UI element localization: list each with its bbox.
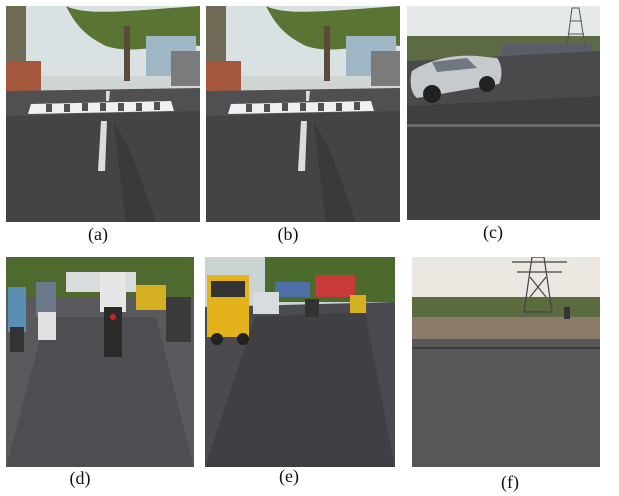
caption-d: (d) <box>69 468 91 488</box>
caption-c: (c) <box>483 222 503 242</box>
panel-f-photo <box>412 257 600 467</box>
panel-e-photo <box>205 257 395 467</box>
panel-a-photo <box>6 6 200 222</box>
caption-b: (b) <box>277 224 299 244</box>
panel-d-photo <box>6 257 194 467</box>
caption-a: (a) <box>88 224 108 244</box>
caption-e: (e) <box>279 466 299 486</box>
panel-c-photo <box>407 6 600 220</box>
caption-f: (f) <box>501 472 519 492</box>
panel-b-photo <box>206 6 400 222</box>
